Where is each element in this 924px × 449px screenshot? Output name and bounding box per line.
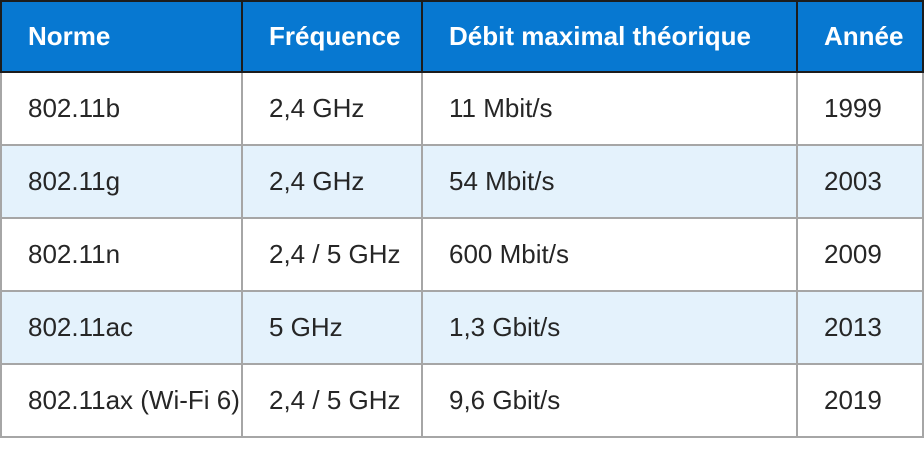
- cell-annee: 2009: [796, 217, 924, 292]
- table-header-row: Norme Fréquence Débit maximal théorique …: [0, 0, 924, 73]
- cell-frequence: 2,4 / 5 GHz: [241, 363, 423, 438]
- cell-norme: 802.11g: [0, 144, 243, 219]
- table-row: 802.11n 2,4 / 5 GHz 600 Mbit/s 2009: [0, 217, 924, 292]
- cell-frequence: 5 GHz: [241, 290, 423, 365]
- header-cell-annee: Année: [796, 0, 924, 73]
- cell-norme: 802.11ax (Wi-Fi 6): [0, 363, 243, 438]
- wifi-standards-table: Norme Fréquence Débit maximal théorique …: [0, 0, 924, 438]
- cell-annee: 1999: [796, 71, 924, 146]
- cell-debit: 9,6 Gbit/s: [421, 363, 798, 438]
- header-cell-debit: Débit maximal théorique: [421, 0, 798, 73]
- table-row: 802.11ax (Wi-Fi 6) 2,4 / 5 GHz 9,6 Gbit/…: [0, 363, 924, 438]
- cell-annee: 2013: [796, 290, 924, 365]
- cell-debit: 1,3 Gbit/s: [421, 290, 798, 365]
- header-cell-frequence: Fréquence: [241, 0, 423, 73]
- table-row: 802.11g 2,4 GHz 54 Mbit/s 2003: [0, 144, 924, 219]
- cell-frequence: 2,4 GHz: [241, 71, 423, 146]
- cell-frequence: 2,4 / 5 GHz: [241, 217, 423, 292]
- cell-debit: 11 Mbit/s: [421, 71, 798, 146]
- cell-norme: 802.11ac: [0, 290, 243, 365]
- cell-debit: 54 Mbit/s: [421, 144, 798, 219]
- cell-annee: 2003: [796, 144, 924, 219]
- cell-annee: 2019: [796, 363, 924, 438]
- table-row: 802.11ac 5 GHz 1,3 Gbit/s 2013: [0, 290, 924, 365]
- cell-frequence: 2,4 GHz: [241, 144, 423, 219]
- cell-norme: 802.11n: [0, 217, 243, 292]
- cell-norme: 802.11b: [0, 71, 243, 146]
- cell-debit: 600 Mbit/s: [421, 217, 798, 292]
- table-row: 802.11b 2,4 GHz 11 Mbit/s 1999: [0, 71, 924, 146]
- header-cell-norme: Norme: [0, 0, 243, 73]
